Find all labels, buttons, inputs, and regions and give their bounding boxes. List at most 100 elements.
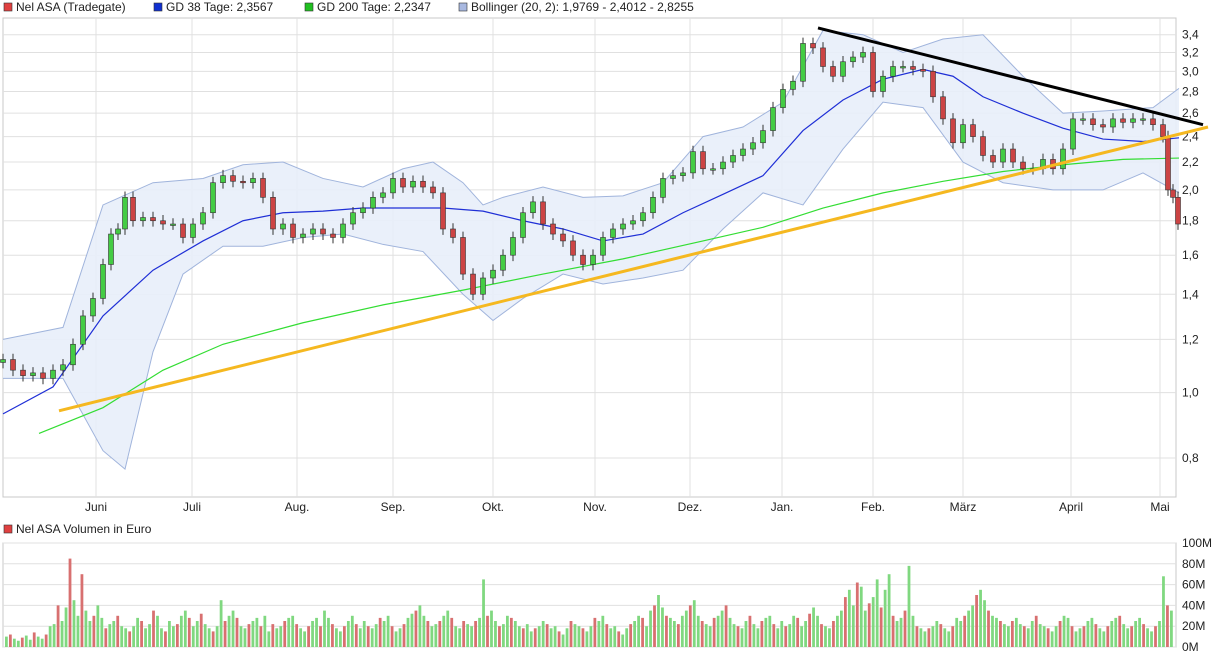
candle-body	[380, 192, 386, 198]
candle-body	[1140, 118, 1146, 121]
volume-bar	[187, 617, 191, 647]
month-tick-label: Sep.	[381, 500, 406, 514]
gd38-line	[2, 68, 1180, 415]
volume-bar	[732, 624, 736, 647]
price-panel: 3,43,23,02,82,62,42,22,01,81,61,41,21,00…	[0, 17, 1209, 514]
volume-bar	[764, 617, 768, 647]
candle-body	[520, 212, 526, 238]
candle-body	[1160, 124, 1166, 137]
volume-bar	[506, 615, 509, 647]
volume-bar	[231, 610, 235, 647]
volume-bar	[847, 589, 851, 647]
volume-bar	[955, 617, 959, 647]
candle-body	[170, 223, 176, 226]
month-tick-label: Juli	[183, 500, 201, 514]
candle-body	[650, 197, 656, 214]
volume-bar	[406, 617, 410, 647]
candle-body	[560, 233, 566, 242]
volume-bar	[549, 628, 553, 647]
volume-bar	[482, 579, 485, 647]
candle-body	[580, 254, 586, 265]
volume-bar	[295, 624, 299, 647]
bollinger-band-fill	[3, 30, 1179, 470]
candle-body	[150, 217, 156, 222]
candle-body	[830, 66, 836, 77]
volume-bar	[975, 595, 978, 647]
candle-body	[60, 364, 66, 371]
volume-tick-label: 60M	[1182, 578, 1205, 592]
legend-label: GD 200 Tage: 2,2347	[317, 0, 431, 14]
volume-bar	[744, 621, 748, 647]
volume-bar	[44, 634, 48, 647]
volume-bar	[144, 628, 147, 647]
candle-body	[680, 172, 686, 176]
volume-bar	[569, 621, 573, 647]
price-tick-label: 3,2	[1182, 45, 1199, 59]
candle-body	[960, 124, 966, 144]
volume-bar	[239, 626, 243, 647]
volume-bar	[645, 626, 648, 647]
candle-body	[490, 269, 496, 279]
volume-bar	[1158, 621, 1161, 647]
volume-bar	[688, 605, 692, 647]
volume-bar	[283, 621, 287, 647]
volume-bar	[661, 607, 664, 647]
bollinger-lower-line	[3, 101, 1180, 471]
volume-bar	[1034, 615, 1038, 647]
candle-body	[1165, 136, 1171, 191]
volume-bar	[979, 589, 982, 647]
candle-body	[760, 130, 766, 144]
volume-bar	[394, 631, 398, 647]
volume-bar	[676, 624, 680, 647]
volume-bar	[919, 628, 923, 647]
month-tick-label: März	[950, 500, 977, 514]
volume-bar	[728, 617, 732, 647]
candle-body	[400, 178, 406, 188]
volume-bar	[776, 628, 780, 647]
volume-bar	[1086, 621, 1090, 647]
volume-tick-label: 40M	[1182, 598, 1205, 612]
volume-bar	[80, 574, 84, 647]
legend-label: Bollinger (20, 2): 1,9769 - 2,4012 - 2,8…	[471, 0, 694, 14]
volume-bar	[474, 621, 477, 647]
candle-body	[80, 315, 86, 345]
volume-bar	[247, 624, 251, 647]
month-tick-label: Okt.	[482, 500, 504, 514]
volume-bar	[28, 639, 32, 647]
volume-bar	[418, 605, 422, 647]
volume-bar	[629, 624, 633, 647]
volume-bar	[828, 628, 831, 647]
candle-body	[990, 155, 996, 163]
volume-bar	[1090, 617, 1094, 647]
volume-bar	[462, 621, 466, 647]
volume-bar	[855, 582, 859, 647]
volume-bar	[362, 621, 366, 647]
volume-bar	[1022, 626, 1026, 647]
volume-bar	[291, 615, 295, 647]
volume-bar	[665, 615, 668, 647]
price-tick-label: 3,4	[1182, 28, 1199, 42]
volume-bar	[545, 624, 549, 647]
volume-bar	[84, 610, 88, 647]
volume-tick-label: 20M	[1182, 619, 1205, 633]
price-tick-label: 2,0	[1182, 183, 1199, 197]
legend-label: Nel ASA (Tradegate)	[16, 0, 126, 14]
candle-body	[240, 180, 246, 184]
volume-bar	[768, 615, 772, 647]
volume-bar	[402, 624, 406, 647]
volume-bar	[903, 610, 907, 647]
volume-bar	[541, 621, 545, 647]
candle-body	[470, 273, 476, 295]
volume-bar	[195, 621, 199, 647]
volume-bar	[96, 605, 100, 647]
volume-bar	[124, 628, 128, 647]
volume-bar	[820, 624, 823, 647]
price-tick-label: 1,0	[1182, 386, 1199, 400]
candle-body	[1130, 118, 1136, 123]
volume-bar	[851, 605, 855, 647]
volume-bar	[931, 626, 935, 647]
volume-bar	[366, 626, 370, 647]
candle-body	[360, 207, 366, 214]
volume-bar	[875, 579, 879, 647]
